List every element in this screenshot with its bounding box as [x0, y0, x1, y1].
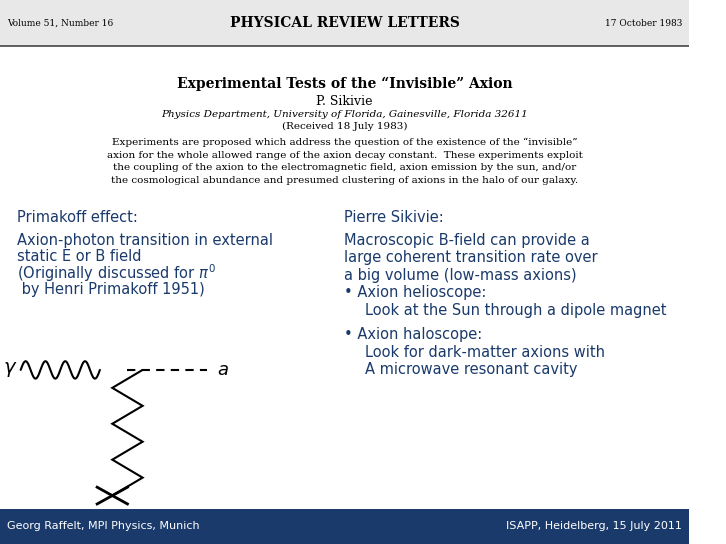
Text: ISAPP, Heidelberg, 15 July 2011: ISAPP, Heidelberg, 15 July 2011: [506, 521, 682, 531]
Text: a big volume (low-mass axions): a big volume (low-mass axions): [344, 268, 577, 283]
Text: P. Sikivie: P. Sikivie: [317, 95, 372, 108]
Text: Axion-photon transition in external: Axion-photon transition in external: [17, 233, 273, 248]
Text: 17 October 1983: 17 October 1983: [605, 19, 682, 28]
Text: Look at the Sun through a dipole magnet: Look at the Sun through a dipole magnet: [365, 302, 666, 318]
Text: Pierre Sikivie:: Pierre Sikivie:: [344, 210, 444, 225]
Text: Physics Department, University of Florida, Gainesville, Florida 32611: Physics Department, University of Florid…: [161, 110, 528, 119]
Text: $a$: $a$: [217, 361, 229, 379]
Text: the coupling of the axion to the electromagnetic field, axion emission by the su: the coupling of the axion to the electro…: [113, 163, 576, 172]
Text: $\gamma$: $\gamma$: [4, 361, 18, 379]
Text: • Axion haloscope:: • Axion haloscope:: [344, 327, 483, 342]
Text: the cosmological abundance and presumed clustering of axions in the halo of our : the cosmological abundance and presumed …: [111, 176, 578, 184]
Text: Georg Raffelt, MPI Physics, Munich: Georg Raffelt, MPI Physics, Munich: [7, 521, 200, 531]
Text: (Received 18 July 1983): (Received 18 July 1983): [282, 122, 407, 131]
FancyBboxPatch shape: [0, 0, 689, 46]
Text: axion for the whole allowed range of the axion decay constant.  These experiment: axion for the whole allowed range of the…: [107, 151, 582, 159]
Text: Primakoff effect:: Primakoff effect:: [17, 210, 138, 225]
Text: PHYSICAL REVIEW LETTERS: PHYSICAL REVIEW LETTERS: [229, 16, 460, 30]
Text: large coherent transition rate over: large coherent transition rate over: [344, 250, 598, 265]
Text: Macroscopic B-field can provide a: Macroscopic B-field can provide a: [344, 233, 590, 248]
Text: • Axion helioscope:: • Axion helioscope:: [344, 285, 487, 300]
Text: Look for dark-matter axions with: Look for dark-matter axions with: [365, 345, 605, 360]
Text: A microwave resonant cavity: A microwave resonant cavity: [365, 362, 578, 378]
Text: (Originally discussed for $\pi^0$: (Originally discussed for $\pi^0$: [17, 262, 216, 284]
Text: Experimental Tests of the “Invisible” Axion: Experimental Tests of the “Invisible” Ax…: [176, 77, 513, 91]
Text: static E or B field: static E or B field: [17, 249, 142, 264]
FancyBboxPatch shape: [0, 509, 689, 544]
Text: by Henri Primakoff 1951): by Henri Primakoff 1951): [17, 282, 205, 297]
Text: Volume 51, Number 16: Volume 51, Number 16: [7, 19, 113, 28]
Text: Experiments are proposed which address the question of the existence of the “inv: Experiments are proposed which address t…: [112, 138, 577, 147]
